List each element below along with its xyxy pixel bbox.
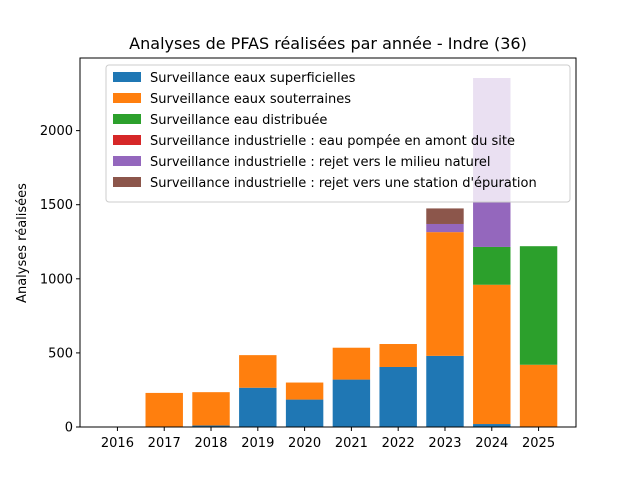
bar-2023-series-4 bbox=[426, 223, 464, 233]
bar-2024-series-0 bbox=[473, 424, 511, 427]
plot-frame bbox=[79, 57, 577, 428]
legend-entry: Surveillance eau distribuée bbox=[150, 113, 327, 128]
bar-2024-series-1 bbox=[473, 284, 511, 425]
y-tick-label: 1500 bbox=[40, 198, 73, 213]
bar-2019-series-1 bbox=[239, 355, 277, 388]
bar-2024-series-2 bbox=[473, 246, 511, 285]
legend-swatch bbox=[113, 114, 141, 124]
legend-swatch bbox=[113, 93, 141, 103]
bar-2022-series-1 bbox=[379, 344, 417, 367]
bar-2021-series-1 bbox=[332, 347, 371, 380]
y-axis-title: Analyses réalisées bbox=[15, 183, 30, 303]
bar-2018-series-1 bbox=[192, 392, 230, 426]
x-tick-label: 2016 bbox=[101, 436, 134, 451]
legend-swatch bbox=[113, 156, 141, 166]
bar-2025-series-1 bbox=[519, 364, 558, 427]
x-tick-label: 2025 bbox=[522, 436, 555, 451]
x-tick-label: 2017 bbox=[148, 436, 181, 451]
legend-swatch bbox=[113, 177, 141, 187]
bar-2023-series-0 bbox=[426, 355, 464, 427]
x-tick-label: 2022 bbox=[382, 436, 415, 451]
bar-2020-series-0 bbox=[285, 399, 324, 427]
x-tick-label: 2020 bbox=[288, 436, 321, 451]
chart-title: Analyses de PFAS réalisées par année - I… bbox=[129, 34, 527, 53]
bar-2019-series-0 bbox=[239, 387, 277, 427]
x-tick-label: 2019 bbox=[241, 436, 274, 451]
x-tick-label: 2018 bbox=[194, 436, 227, 451]
bar-2022-series-0 bbox=[379, 366, 417, 427]
x-tick-label: 2024 bbox=[475, 436, 508, 451]
y-tick-label: 500 bbox=[48, 346, 73, 361]
bar-2017-series-1 bbox=[145, 392, 183, 427]
legend-entry: Surveillance industrielle : eau pompée e… bbox=[150, 134, 515, 149]
legend-swatch bbox=[113, 72, 141, 82]
legend-swatch bbox=[113, 135, 141, 145]
legend-entry: Surveillance eaux superficielles bbox=[150, 71, 356, 86]
x-tick-label: 2021 bbox=[335, 436, 368, 451]
bar-2018-series-0 bbox=[192, 425, 230, 427]
bar-2023-series-5 bbox=[426, 208, 464, 224]
bar-2020-series-1 bbox=[285, 382, 324, 400]
legend-entry: Surveillance industrielle : rejet vers u… bbox=[150, 176, 537, 191]
x-axis: 2016 2017 2018 2019 2020 2021 2022 2023 2024 2025 bbox=[101, 427, 555, 451]
bar-2021-series-0 bbox=[332, 379, 371, 427]
y-tick-label: 2000 bbox=[40, 124, 73, 139]
plot-area bbox=[79, 57, 577, 428]
x-tick-label: 2023 bbox=[428, 436, 461, 451]
bar-2023-series-1 bbox=[426, 232, 464, 356]
y-tick-label: 1000 bbox=[40, 272, 73, 287]
y-axis: 0 500 1000 1500 2000 bbox=[40, 124, 80, 436]
legend-entry: Surveillance industrielle : rejet vers l… bbox=[150, 155, 491, 170]
legend-box bbox=[105, 64, 571, 203]
bar-2025-series-2 bbox=[519, 246, 558, 365]
legend: Surveillance eaux superficielles Surveill… bbox=[105, 64, 571, 203]
y-tick-label: 0 bbox=[65, 421, 73, 436]
legend-entry: Surveillance eaux souterraines bbox=[150, 92, 351, 107]
